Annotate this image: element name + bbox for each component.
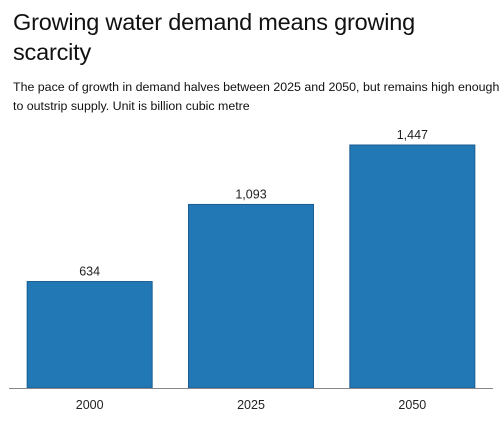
chart-title: Growing water demand means growing scarc… — [13, 9, 416, 65]
data-label-2000: 634 — [79, 265, 100, 279]
x-tick-label-2000: 2000 — [76, 398, 104, 412]
data-label-2025: 1,093 — [235, 187, 266, 201]
x-tick-label-2025: 2025 — [237, 398, 265, 412]
chart-subtitle: The pace of growth in demand halves betw… — [13, 80, 500, 113]
x-tick-label-2050: 2050 — [398, 398, 426, 412]
bar-2050 — [349, 144, 476, 389]
data-label-2050: 1,447 — [397, 128, 428, 142]
bar-2000 — [26, 281, 153, 389]
bar-2025 — [188, 203, 314, 389]
